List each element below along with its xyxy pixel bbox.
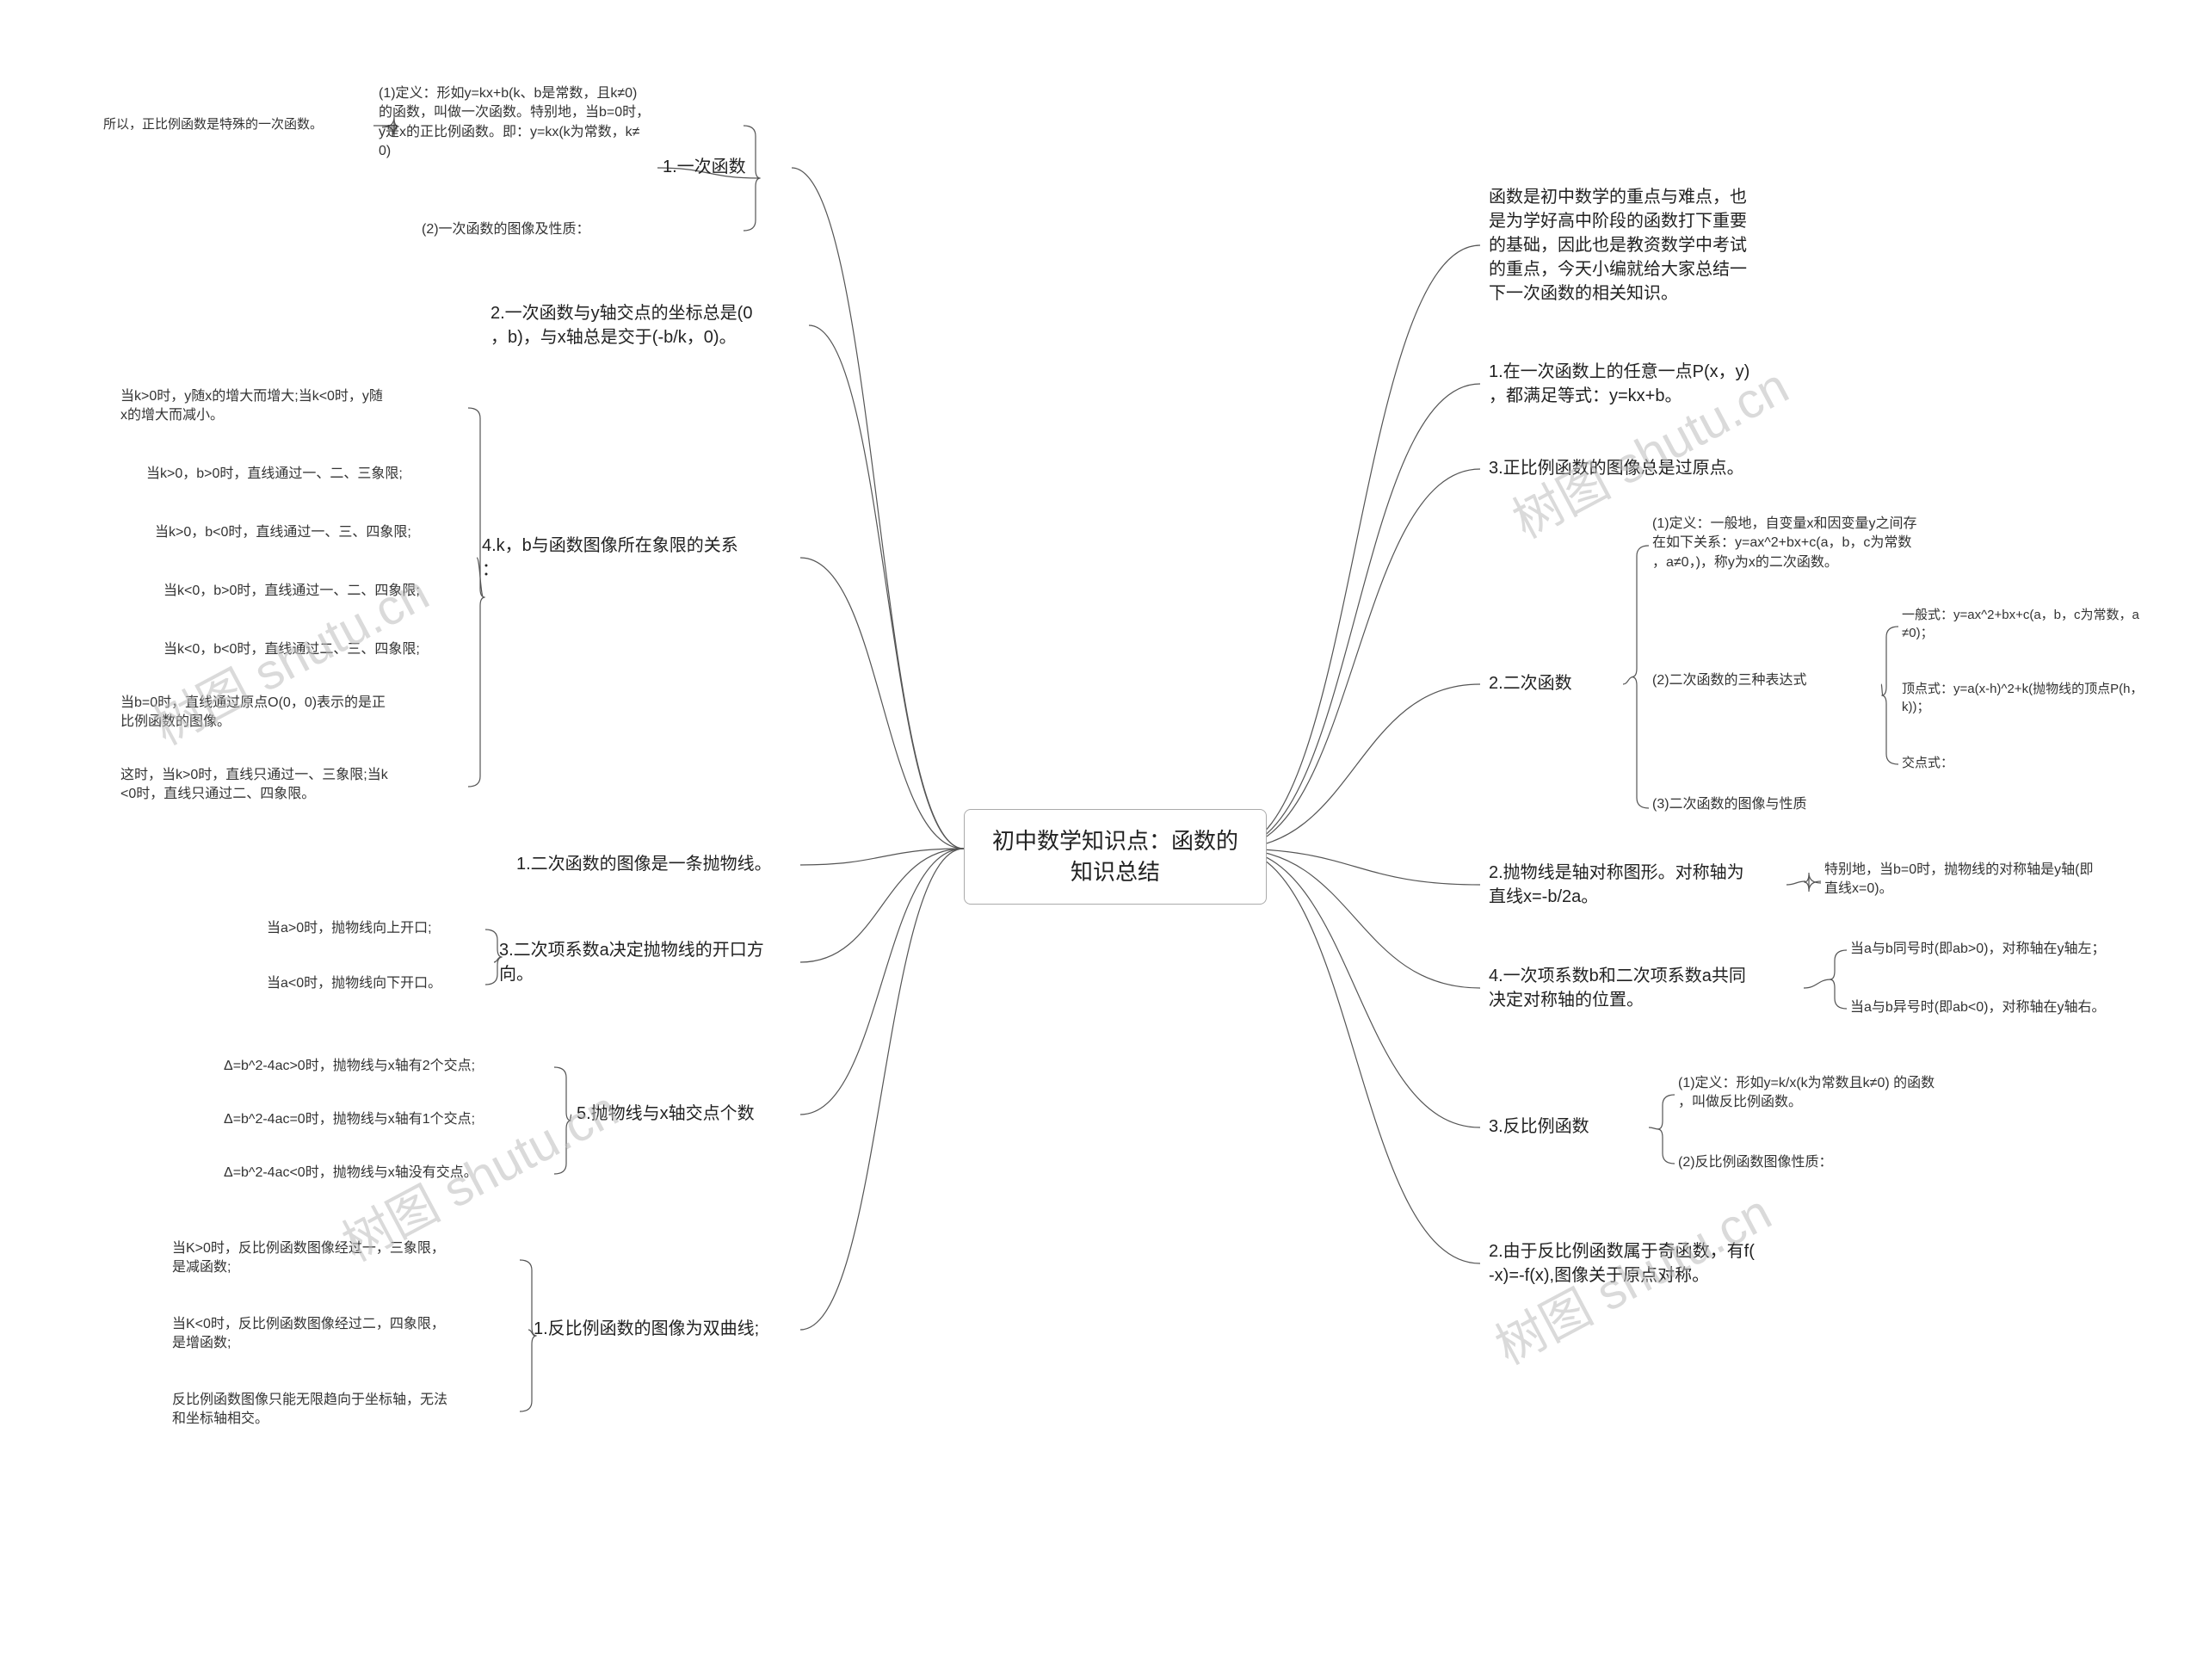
left-branch-6-child-0: 当K>0时，反比例函数图像经过一，三象限， 是减函数; — [172, 1239, 516, 1278]
left-branch-5: 5.抛物线与x轴交点个数 — [577, 1102, 792, 1126]
right-branch-5-child-0: 当a与b同号时(即ab>0)，对称轴在y轴左； — [1850, 940, 2177, 959]
left-branch-3: 1.二次函数的图像是一条抛物线。 — [516, 852, 792, 876]
right-branch-3-child-1-g2: 交点式： — [1902, 754, 2005, 772]
right-branch-6: 3.反比例函数 — [1489, 1115, 1644, 1139]
left-branch-0-child-0-g0: 所以，正比例函数是特殊的一次函数。 — [103, 115, 379, 133]
center-topic: 初中数学知识点：函数的 知识总结 — [964, 809, 1267, 905]
left-branch-6-child-1: 当K<0时，反比例函数图像经过二，四象限， 是增函数; — [172, 1315, 516, 1354]
left-branch-2-child-1: 当k>0，b>0时，直线通过一、二、三象限; — [146, 465, 447, 484]
left-branch-0-child-0: (1)定义：形如y=kx+b(k、b是常数，且k≠0) 的函数，叫做一次函数。特… — [379, 84, 740, 162]
left-branch-2-child-3: 当k<0，b>0时，直线通过一、二、四象限; — [164, 582, 465, 601]
left-branch-2-child-2: 当k>0，b<0时，直线通过一、三、四象限; — [155, 523, 456, 542]
left-branch-4: 3.二次项系数a决定抛物线的开口方 向。 — [499, 938, 792, 986]
left-branch-5-child-2: Δ=b^2-4ac<0时，抛物线与x轴没有交点。 — [224, 1164, 551, 1183]
right-branch-5: 4.一次项系数b和二次项系数a共同 决定对称轴的位置。 — [1489, 964, 1799, 1012]
right-branch-0: 函数是初中数学的重点与难点，也 是为学好高中阶段的函数打下重要 的基础，因此也是… — [1489, 185, 1816, 306]
right-branch-3-child-1-g1: 顶点式：y=a(x-h)^2+k(抛物线的顶点P(h， k))； — [1902, 680, 2194, 716]
left-branch-0-child-1: (2)一次函数的图像及性质： — [422, 220, 645, 239]
left-branch-6-child-2: 反比例函数图像只能无限趋向于坐标轴，无法 和坐标轴相交。 — [172, 1391, 516, 1430]
right-branch-1: 1.在一次函数上的任意一点P(x，y) ，都满足等式：y=kx+b。 — [1489, 360, 1816, 408]
right-branch-3-child-2: (3)二次函数的图像与性质 — [1652, 795, 1876, 814]
left-branch-1: 2.一次函数与y轴交点的坐标总是(0 ，b)，与x轴总是交于(-b/k，0)。 — [491, 301, 800, 349]
right-branch-5-child-1: 当a与b异号时(即ab<0)，对称轴在y轴右。 — [1850, 998, 2177, 1017]
left-branch-2-child-6: 这时，当k>0时，直线只通过一、三象限;当k <0时，直线只通过二、四象限。 — [120, 766, 465, 805]
left-branch-4-child-0: 当a>0时，抛物线向上开口; — [267, 919, 482, 938]
left-branch-4-child-1: 当a<0时，抛物线向下开口。 — [267, 974, 482, 993]
right-branch-3-child-0: (1)定义：一般地，自变量x和因变量y之间存 在如下关系：y=ax^2+bx+c… — [1652, 515, 2022, 572]
right-branch-4-child-0: 特别地，当b=0时，抛物线的对称轴是y轴(即 直线x=0)。 — [1824, 861, 2169, 899]
left-branch-2-child-0: 当k>0时，y随x的增大而增大;当k<0时，y随 x的增大而减小。 — [120, 387, 430, 426]
left-branch-5-child-0: Δ=b^2-4ac>0时，抛物线与x轴有2个交点; — [224, 1057, 551, 1076]
right-branch-4: 2.抛物线是轴对称图形。对称轴为 直线x=-b/2a。 — [1489, 861, 1781, 909]
left-branch-2: 4.k，b与函数图像所在象限的关系 ： — [482, 534, 792, 582]
right-branch-3-child-1: (2)二次函数的三种表达式 — [1652, 671, 1876, 690]
right-branch-6-child-1: (2)反比例函数图像性质： — [1678, 1153, 1902, 1172]
left-branch-5-child-1: Δ=b^2-4ac=0时，抛物线与x轴有1个交点; — [224, 1110, 551, 1129]
left-branch-2-child-5: 当b=0时，直线通过原点O(0，0)表示的是正 比例函数的图像。 — [120, 694, 447, 732]
right-branch-2: 3.正比例函数的图像总是过原点。 — [1489, 456, 1816, 480]
left-branch-6: 1.反比例函数的图像为双曲线; — [534, 1317, 792, 1341]
right-branch-7: 2.由于反比例函数属于奇函数，有f( -x)=-f(x),图像关于原点对称。 — [1489, 1239, 1816, 1288]
right-branch-3-child-1-g0: 一般式：y=ax^2+bx+c(a，b，c为常数，a ≠0)； — [1902, 606, 2194, 642]
right-branch-3: 2.二次函数 — [1489, 671, 1618, 695]
right-branch-6-child-0: (1)定义：形如y=k/x(k为常数且k≠0) 的函数 ，叫做反比例函数。 — [1678, 1074, 2022, 1113]
left-branch-2-child-4: 当k<0，b<0时，直线通过二、三、四象限; — [164, 640, 465, 659]
